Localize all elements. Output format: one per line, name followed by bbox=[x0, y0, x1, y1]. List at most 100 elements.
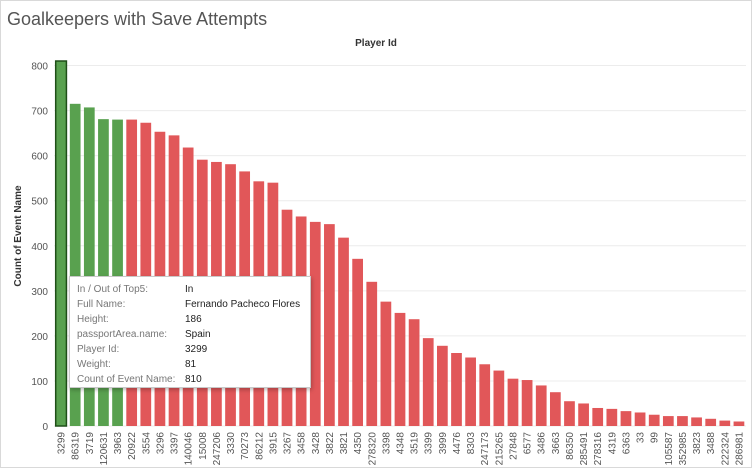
y-tick-label: 400 bbox=[31, 242, 48, 253]
chart-title: Goalkeepers with Save Attempts bbox=[7, 9, 268, 29]
x-tick-label: 15008 bbox=[198, 432, 209, 460]
bar-4476[interactable] bbox=[451, 353, 462, 426]
x-tick-label: 3915 bbox=[268, 432, 279, 455]
x-tick-label: 120631 bbox=[99, 432, 110, 466]
x-tick-label: 3554 bbox=[141, 432, 152, 455]
bar-tooltip: In / Out of Top5: In Full Name: Fernando Pa… bbox=[69, 276, 311, 388]
x-tick-label: 222324 bbox=[720, 432, 731, 466]
y-tick-label: 300 bbox=[31, 287, 48, 298]
tooltip-value: Spain bbox=[185, 329, 211, 340]
bar-86319[interactable] bbox=[69, 103, 81, 426]
x-tick-label: 105587 bbox=[664, 432, 675, 466]
x-tick-label: 86350 bbox=[565, 432, 576, 460]
tooltip-key: Count of Event Name: bbox=[77, 374, 176, 385]
x-tick-label: 215265 bbox=[494, 432, 505, 466]
tooltip-row: Player Id: 3299 bbox=[77, 343, 207, 357]
bar-3428[interactable] bbox=[309, 221, 321, 426]
bar-4350[interactable] bbox=[352, 258, 363, 426]
bar-3299[interactable] bbox=[54, 60, 68, 427]
bar-3398[interactable] bbox=[380, 301, 392, 426]
x-tick-label: 3719 bbox=[85, 432, 96, 455]
x-tick-label: 33 bbox=[636, 432, 647, 444]
bar-4348[interactable] bbox=[394, 312, 406, 426]
bar-120631[interactable] bbox=[98, 119, 109, 426]
bar-3822[interactable] bbox=[324, 224, 335, 426]
y-tick-label: 200 bbox=[31, 332, 48, 343]
x-tick-label: 8303 bbox=[466, 432, 477, 455]
tooltip-key: passportArea.name: bbox=[77, 329, 168, 340]
tooltip-key: Player Id: bbox=[77, 344, 120, 355]
x-tick-label: 3267 bbox=[283, 432, 294, 455]
y-tick-label: 700 bbox=[31, 107, 48, 118]
tooltip-value: 3299 bbox=[185, 344, 208, 355]
bar-278320[interactable] bbox=[366, 281, 378, 426]
bar-8303[interactable] bbox=[465, 357, 476, 426]
bar-352985[interactable] bbox=[677, 416, 688, 426]
bar-99[interactable] bbox=[648, 414, 660, 426]
x-tick-label: 352985 bbox=[678, 432, 689, 466]
tooltip-row: passportArea.name: Spain bbox=[77, 328, 211, 342]
y-tick-label: 500 bbox=[31, 197, 48, 208]
bar-285491[interactable] bbox=[578, 403, 589, 426]
tooltip-row: In / Out of Top5: In bbox=[77, 283, 193, 297]
bar-3963[interactable] bbox=[112, 119, 123, 426]
bar-86350[interactable] bbox=[564, 401, 575, 426]
bar-215265[interactable] bbox=[493, 370, 505, 426]
bar-3488[interactable] bbox=[705, 418, 717, 426]
bar-278316[interactable] bbox=[592, 407, 604, 426]
tooltip-key: In / Out of Top5: bbox=[77, 284, 148, 295]
bar-6577[interactable] bbox=[521, 380, 533, 426]
x-tick-label: 99 bbox=[650, 432, 661, 444]
bar-20922[interactable] bbox=[126, 119, 138, 426]
x-tick-label: 3399 bbox=[424, 432, 435, 455]
bar-3663[interactable] bbox=[549, 392, 561, 426]
bar-3554[interactable] bbox=[140, 122, 152, 427]
bar-222324[interactable] bbox=[719, 420, 731, 426]
bar-286981[interactable] bbox=[733, 421, 745, 426]
x-tick-label: 4476 bbox=[452, 432, 463, 455]
x-tick-label: 4350 bbox=[353, 432, 364, 455]
bar-247173[interactable] bbox=[479, 364, 491, 426]
bar-3719[interactable] bbox=[83, 107, 95, 426]
x-tick-label: 6363 bbox=[621, 432, 632, 455]
x-tick-label: 3488 bbox=[706, 432, 717, 455]
y-tick-label: 800 bbox=[31, 62, 48, 73]
x-tick-label: 3428 bbox=[311, 432, 322, 455]
bar-3821[interactable] bbox=[338, 237, 349, 426]
x-tick-label: 4348 bbox=[396, 432, 407, 455]
bar-3486[interactable] bbox=[535, 385, 547, 426]
y-tick-label: 100 bbox=[31, 377, 48, 388]
tooltip-value: In bbox=[185, 284, 194, 295]
x-tick-label: 247173 bbox=[480, 432, 491, 466]
x-tick-label: 3822 bbox=[325, 432, 336, 455]
bar-27848[interactable] bbox=[507, 378, 519, 426]
x-tick-label: 3963 bbox=[113, 432, 124, 455]
bar-3823[interactable] bbox=[691, 417, 702, 426]
tooltip-row: Count of Event Name: 810 bbox=[77, 373, 202, 387]
x-tick-label: 20922 bbox=[127, 432, 138, 460]
bar-105587[interactable] bbox=[662, 416, 674, 426]
bar-3519[interactable] bbox=[408, 319, 420, 426]
bar-4319[interactable] bbox=[606, 408, 618, 426]
bar-3399[interactable] bbox=[422, 338, 434, 426]
x-tick-label: 247206 bbox=[212, 432, 223, 466]
x-tick-label: 86212 bbox=[254, 432, 265, 460]
bar-3999[interactable] bbox=[437, 345, 448, 426]
x-tick-label: 27848 bbox=[508, 432, 519, 460]
bar-33[interactable] bbox=[634, 412, 646, 426]
tooltip-row: Weight: 81 bbox=[77, 358, 196, 372]
x-tick-label: 86319 bbox=[71, 432, 82, 460]
x-tick-label: 278316 bbox=[593, 432, 604, 466]
x-tick-label: 3458 bbox=[297, 432, 308, 455]
x-tick-label: 285491 bbox=[579, 432, 590, 466]
tooltip-value: Fernando Pacheco Flores bbox=[185, 299, 301, 310]
x-tick-label: 3821 bbox=[339, 432, 350, 455]
tooltip-value: 81 bbox=[185, 359, 197, 370]
bar-6363[interactable] bbox=[620, 411, 632, 426]
tooltip-key: Weight: bbox=[77, 359, 111, 370]
x-tick-label: 3519 bbox=[410, 432, 421, 455]
x-tick-label: 70273 bbox=[240, 432, 251, 460]
tooltip-row: Full Name: Fernando Pacheco Flores bbox=[77, 298, 300, 312]
tooltip-key: Full Name: bbox=[77, 299, 126, 310]
